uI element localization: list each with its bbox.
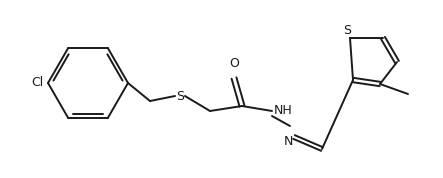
Text: O: O [229, 57, 239, 70]
Text: S: S [176, 90, 184, 103]
Text: NH: NH [274, 104, 293, 117]
Text: N: N [284, 135, 293, 148]
Text: Cl: Cl [32, 77, 44, 90]
Text: S: S [343, 23, 351, 36]
